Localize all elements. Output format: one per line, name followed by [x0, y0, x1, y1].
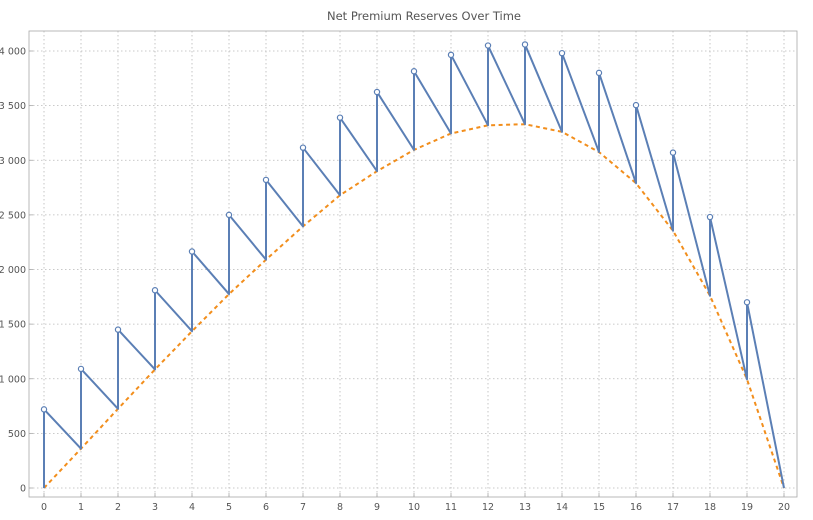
x-tick-label: 10: [408, 502, 420, 513]
x-tick-label: 15: [593, 502, 605, 513]
data-point-marker: [262, 176, 270, 184]
y-tick-label: 1 500: [0, 320, 26, 331]
x-tick-label: 9: [374, 502, 380, 513]
y-tick-label: 2 000: [0, 265, 26, 276]
data-point-marker: [706, 213, 714, 221]
data-point-marker: [484, 42, 492, 49]
data-point-marker: [40, 406, 48, 413]
data-point-marker: [447, 51, 455, 59]
y-tick-label: 2 500: [0, 210, 26, 221]
data-point-marker: [632, 101, 640, 109]
data-point-marker: [521, 41, 529, 48]
y-tick-label: 3 500: [0, 101, 26, 112]
data-point-marker: [669, 149, 677, 156]
x-tick-label: 16: [630, 502, 642, 513]
x-tick-label: 1: [78, 502, 84, 513]
data-point-marker: [114, 326, 122, 333]
data-point-marker: [373, 88, 381, 96]
y-tick-label: 3 000: [0, 156, 26, 167]
data-point-marker: [558, 49, 566, 57]
series-sawtooth-line: [43, 43, 785, 489]
data-point-marker: [225, 211, 233, 219]
x-tick-label: 0: [41, 502, 47, 513]
y-tick-label: 0: [20, 484, 26, 495]
y-tick-label: 4 000: [0, 47, 26, 58]
x-tick-label: 6: [263, 502, 269, 513]
data-point-marker: [743, 299, 751, 306]
x-tick-label: 5: [226, 502, 232, 513]
x-tick-label: 4: [189, 502, 195, 513]
x-tick-label: 3: [152, 502, 158, 513]
x-tick-label: 11: [445, 502, 457, 513]
y-tick-label: 500: [8, 429, 26, 440]
chart-title: Net Premium Reserves Over Time: [327, 9, 521, 23]
x-tick-label: 12: [482, 502, 494, 513]
plot-frame: [28, 30, 798, 498]
data-point-marker: [151, 287, 159, 294]
x-tick-label: 17: [667, 502, 679, 513]
x-tick-label: 19: [741, 502, 753, 513]
x-tick-label: 14: [556, 502, 568, 513]
data-point-marker: [595, 69, 603, 77]
grid: [29, 31, 797, 497]
data-point-marker: [77, 365, 85, 373]
x-tick-label: 20: [778, 502, 790, 513]
data-point-marker: [188, 248, 196, 255]
data-point-marker: [336, 114, 344, 121]
x-tick-label: 13: [519, 502, 531, 513]
x-tick-label: 8: [337, 502, 343, 513]
x-tick-label: 7: [300, 502, 306, 513]
series: [40, 41, 785, 489]
y-tick-label: 1 000: [0, 374, 26, 385]
x-tick-label: 18: [704, 502, 716, 513]
data-point-marker: [299, 144, 307, 151]
data-point-marker: [410, 68, 418, 75]
x-tick-label: 2: [115, 502, 121, 513]
